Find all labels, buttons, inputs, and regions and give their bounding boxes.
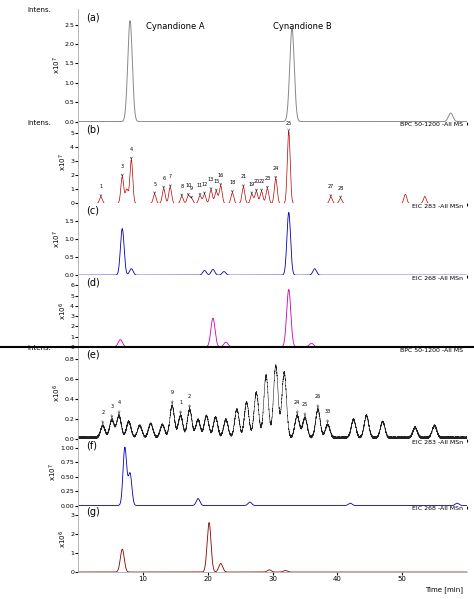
Text: 19: 19	[249, 181, 255, 194]
Text: Cynandione A: Cynandione A	[146, 23, 205, 32]
Text: EIC 283 -All MSn: EIC 283 -All MSn	[412, 204, 463, 209]
Y-axis label: x10$^6$: x10$^6$	[57, 530, 69, 547]
Text: 28: 28	[337, 186, 344, 198]
Text: 6: 6	[162, 176, 165, 188]
Text: 4: 4	[130, 147, 133, 159]
Text: EIC 268 -All MSn: EIC 268 -All MSn	[412, 276, 463, 281]
Text: 21: 21	[240, 174, 246, 187]
Text: Intens.: Intens.	[27, 120, 52, 126]
Text: 27: 27	[328, 184, 334, 196]
Y-axis label: x10$^6$: x10$^6$	[57, 302, 69, 320]
Text: 13: 13	[208, 177, 214, 190]
Text: 11: 11	[197, 183, 203, 195]
Text: Cynandione B: Cynandione B	[273, 23, 331, 32]
Text: EIC 283 -All MSn: EIC 283 -All MSn	[412, 440, 463, 444]
Text: 8: 8	[180, 184, 183, 196]
Text: 15: 15	[213, 179, 219, 191]
Text: 25: 25	[286, 121, 292, 131]
Text: 3: 3	[110, 404, 113, 418]
Text: 9: 9	[171, 390, 173, 404]
Text: 26: 26	[315, 394, 321, 408]
Y-axis label: x10$^6$: x10$^6$	[52, 384, 63, 402]
Text: 3: 3	[121, 164, 124, 176]
Text: (f): (f)	[86, 441, 97, 451]
Text: (e): (e)	[86, 350, 100, 359]
Text: 7: 7	[169, 174, 172, 187]
Text: BPC 50-1200 -All MS: BPC 50-1200 -All MS	[400, 348, 463, 353]
Text: 33: 33	[325, 409, 331, 423]
Text: 20: 20	[253, 179, 259, 191]
Y-axis label: x10$^7$: x10$^7$	[52, 231, 63, 248]
Text: 2: 2	[101, 410, 104, 423]
Text: Intens.: Intens.	[27, 345, 52, 351]
Text: EIC 268 -All MSn: EIC 268 -All MSn	[412, 506, 463, 511]
Text: 18: 18	[229, 180, 236, 192]
Text: 22: 22	[258, 179, 264, 191]
Text: (a): (a)	[86, 13, 100, 22]
Text: 5: 5	[153, 181, 156, 194]
Text: 1: 1	[100, 184, 102, 196]
Text: (d): (d)	[86, 277, 100, 288]
Y-axis label: x10$^7$: x10$^7$	[47, 464, 59, 481]
Text: 24: 24	[294, 400, 301, 414]
Text: 23: 23	[264, 176, 271, 188]
Text: 24: 24	[273, 166, 279, 179]
Text: Intens.: Intens.	[27, 7, 52, 13]
Text: (b): (b)	[86, 124, 100, 134]
Text: Time [min]: Time [min]	[425, 125, 463, 132]
Text: BPC 50-1200 -All MS: BPC 50-1200 -All MS	[400, 122, 463, 128]
Text: (c): (c)	[86, 205, 99, 216]
Text: 4: 4	[118, 400, 120, 414]
Text: 9: 9	[190, 186, 193, 198]
Text: 1: 1	[179, 400, 182, 414]
Text: 16: 16	[218, 173, 224, 185]
Text: Time [min]: Time [min]	[425, 360, 463, 367]
Text: 25: 25	[302, 402, 308, 416]
Text: (g): (g)	[86, 507, 100, 518]
Y-axis label: x10$^7$: x10$^7$	[52, 56, 63, 74]
Text: 12: 12	[201, 181, 208, 194]
Text: 2: 2	[188, 394, 191, 408]
Text: 10: 10	[185, 183, 191, 195]
Y-axis label: x10$^7$: x10$^7$	[57, 154, 69, 171]
Text: Time [min]: Time [min]	[425, 586, 463, 594]
